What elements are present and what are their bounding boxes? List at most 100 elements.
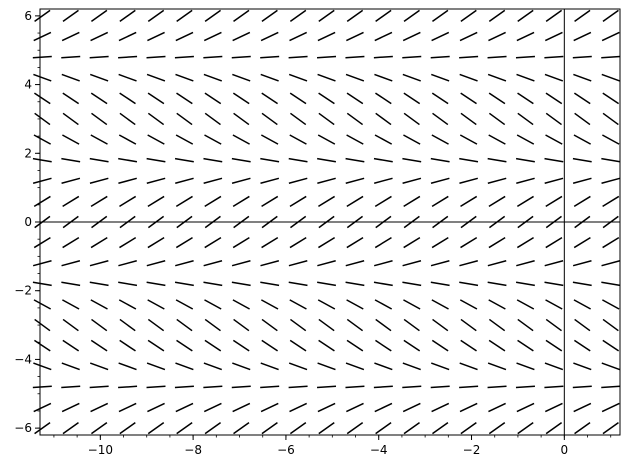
slope-segment — [204, 422, 222, 435]
slope-segment — [545, 112, 562, 126]
slope-segment — [601, 402, 620, 413]
slope-segment — [488, 339, 506, 352]
slope-segment — [402, 281, 422, 287]
y-tick-label: −2 — [14, 284, 32, 298]
slope-segment — [176, 9, 193, 22]
slope-segment — [62, 9, 79, 22]
slope-segment — [32, 385, 52, 389]
slope-segment — [317, 299, 336, 310]
slope-segment — [33, 402, 52, 413]
slope-segment — [146, 157, 166, 163]
axis-tick-labels: −10 −8 −6 −4 −2 0 −6 −4 −2 0 2 4 6 — [14, 9, 568, 457]
y-tick-label: 2 — [24, 146, 32, 160]
slope-segment — [62, 237, 80, 249]
slope-segment — [33, 339, 51, 352]
slope-segment — [33, 73, 52, 82]
slope-segment — [204, 92, 222, 105]
slope-segment — [346, 9, 364, 22]
slope-segment — [232, 195, 250, 207]
slope-segment — [573, 92, 591, 105]
slope-segment — [175, 402, 194, 413]
slope-segment — [90, 339, 108, 352]
slope-segment — [545, 92, 563, 105]
slope-segment — [517, 422, 534, 435]
slope-segment — [204, 112, 221, 126]
slope-segment — [260, 260, 280, 267]
slope-segment — [288, 260, 308, 267]
slope-segment — [402, 177, 422, 184]
slope-segment — [260, 385, 280, 389]
slope-segment — [317, 281, 337, 287]
slope-segment — [345, 385, 365, 389]
slope-segment — [233, 318, 250, 332]
slope-segment — [515, 281, 535, 287]
y-tick-label: −4 — [14, 352, 32, 366]
slope-segment — [602, 134, 620, 145]
slope-segment — [118, 55, 138, 59]
slope-segment — [32, 55, 52, 59]
slope-segment — [260, 55, 280, 59]
slope-segment — [231, 385, 251, 389]
slope-segment — [318, 9, 335, 22]
slope-segment — [573, 195, 591, 207]
slope-segment — [374, 195, 392, 207]
slope-segment — [118, 362, 137, 371]
zero-axis-lines — [40, 9, 620, 435]
slope-segment — [516, 195, 534, 207]
slope-segment — [90, 9, 108, 22]
slope-segment — [318, 237, 336, 249]
slope-segment — [147, 299, 165, 310]
slope-segment — [317, 73, 336, 82]
slope-segment — [488, 422, 506, 435]
slope-segment — [232, 402, 251, 413]
slope-segment — [61, 281, 81, 287]
slope-segment — [374, 73, 393, 82]
slope-segment — [601, 385, 621, 389]
slope-segment — [573, 299, 591, 310]
slope-segment — [375, 318, 392, 332]
slope-segment — [90, 92, 108, 105]
slope-segment — [62, 112, 79, 126]
slope-segment — [318, 422, 335, 435]
x-tick-label: −6 — [277, 443, 295, 457]
slope-segment — [261, 112, 278, 126]
slope-segment — [176, 339, 193, 352]
slope-segment — [516, 177, 535, 184]
slope-segment — [175, 195, 193, 207]
slope-segment — [33, 195, 51, 207]
slope-segment — [260, 177, 280, 184]
slope-segment — [544, 55, 564, 59]
slope-segment — [147, 112, 165, 126]
slope-segment — [488, 402, 506, 413]
slope-segment — [233, 112, 250, 126]
slope-segment — [147, 402, 165, 413]
slope-segment — [430, 385, 450, 389]
slope-segment — [146, 73, 166, 82]
slope-segment — [260, 362, 279, 371]
slope-segment — [317, 31, 336, 42]
slope-segment — [34, 318, 51, 332]
slope-segment — [232, 134, 250, 145]
slope-segment — [572, 260, 592, 267]
slope-segment — [119, 339, 136, 352]
slope-segment — [118, 177, 137, 184]
slope-segment — [602, 195, 620, 207]
slope-segment — [488, 195, 506, 207]
slope-segment — [346, 195, 364, 207]
slope-segment — [90, 402, 109, 413]
slope-segment — [431, 237, 449, 249]
slope-segment — [345, 260, 365, 267]
slope-segment — [375, 112, 392, 126]
slope-segment — [261, 92, 279, 105]
slope-segment — [147, 339, 165, 352]
slope-segment — [316, 55, 337, 59]
slope-segment — [545, 9, 563, 22]
slope-segment — [260, 73, 279, 82]
slope-segment — [318, 195, 336, 207]
slope-segment — [62, 422, 79, 435]
x-tick-label: 0 — [560, 443, 568, 457]
slope-segment — [33, 237, 51, 249]
slope-segment — [119, 9, 136, 22]
slope-segment — [545, 299, 563, 310]
